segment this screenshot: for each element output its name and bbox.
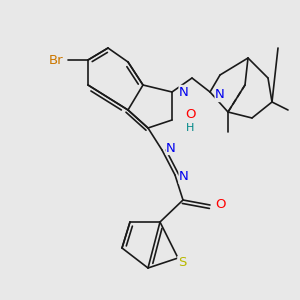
Text: N: N <box>166 142 176 154</box>
Text: Br: Br <box>49 53 63 67</box>
Text: N: N <box>179 85 189 98</box>
Text: O: O <box>185 109 195 122</box>
Text: H: H <box>186 123 194 133</box>
Text: S: S <box>178 256 186 269</box>
Text: N: N <box>179 170 189 184</box>
Text: N: N <box>215 88 225 101</box>
Text: O: O <box>215 199 225 212</box>
